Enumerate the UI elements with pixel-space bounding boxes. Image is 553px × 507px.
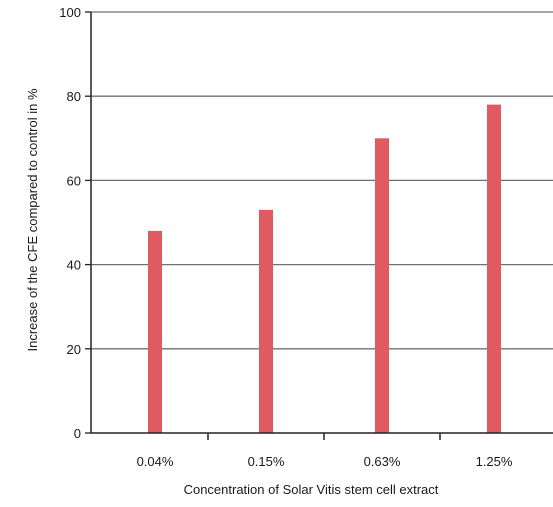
y-tick-label-100: 100	[59, 5, 81, 20]
bar-0.15%	[259, 209, 273, 433]
bars	[148, 104, 501, 434]
x-axis-title: Concentration of Solar Vitis stem cell e…	[184, 482, 439, 497]
y-tick-label-0: 0	[74, 426, 81, 441]
y-axis-title: Increase of the CFE compared to control …	[25, 88, 40, 351]
y-tick-label-60: 60	[67, 173, 81, 188]
bar-0.63%	[375, 138, 389, 434]
axes	[85, 11, 553, 440]
gridlines	[91, 11, 553, 350]
y-tick-label-80: 80	[67, 89, 81, 104]
x-tick-label-1.25%: 1.25%	[476, 454, 513, 469]
x-tick-label-0.15%: 0.15%	[248, 454, 285, 469]
y-tick-label-40: 40	[67, 258, 81, 273]
x-tick-label-0.04%: 0.04%	[137, 454, 174, 469]
bar-0.04%	[148, 230, 162, 433]
bar-1.25%	[487, 104, 501, 434]
x-tick-label-0.63%: 0.63%	[364, 454, 401, 469]
tick-labels: 0 20 40 60 80 100 0.04% 0.15% 0.63% 1.25%	[59, 5, 513, 469]
y-tick-label-20: 20	[67, 342, 81, 357]
